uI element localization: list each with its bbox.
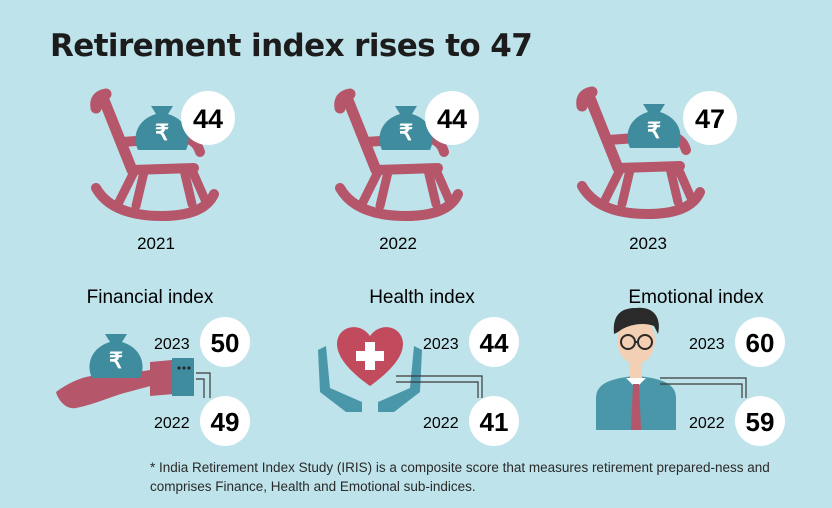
emotional-index-title: Emotional index (628, 287, 764, 308)
value-label: 44 (437, 104, 467, 134)
page-title: Retirement index rises to 47 (50, 28, 533, 64)
value-badge (683, 91, 737, 145)
money-bag-icon (135, 106, 189, 150)
health-index-title: Health index (369, 287, 475, 308)
year-label: 2023 (154, 336, 190, 353)
year-label: 2022 (423, 415, 459, 432)
money-bag-icon (379, 106, 433, 150)
connector-lines (196, 372, 747, 398)
value-label: 60 (746, 328, 775, 358)
year-label: 2022 (154, 415, 190, 432)
value-label: 44 (480, 328, 509, 358)
financial-index-title: Financial index (87, 287, 214, 308)
value-badge (425, 91, 479, 145)
value-badge (469, 396, 519, 446)
value-label: 41 (480, 407, 509, 437)
value-label: 47 (695, 104, 725, 134)
year-label: 2023 (423, 336, 459, 353)
footnote: * India Retirement Index Study (IRIS) is… (150, 460, 770, 494)
value-badge (735, 396, 785, 446)
value-badge (469, 317, 519, 367)
year-label: 2022 (689, 415, 725, 432)
hands-with-heart-icon (318, 327, 422, 412)
year-label: 2023 (629, 234, 667, 253)
money-bag-icon (627, 104, 681, 148)
value-label: 44 (193, 104, 223, 134)
year-label: 2022 (379, 234, 417, 253)
chair-illustration-2023 (582, 92, 700, 214)
value-label: 49 (211, 407, 240, 437)
year-label: 2023 (689, 336, 725, 353)
value-badge (735, 317, 785, 367)
year-label: 2021 (137, 234, 175, 253)
value-label: 59 (746, 407, 775, 437)
money-bag-icon (89, 334, 143, 378)
person-avatar-icon (596, 307, 676, 430)
value-label: 50 (211, 328, 240, 358)
value-badge (181, 91, 235, 145)
value-badge (200, 396, 250, 446)
hand-with-money-icon (56, 358, 194, 409)
value-badge (200, 317, 250, 367)
